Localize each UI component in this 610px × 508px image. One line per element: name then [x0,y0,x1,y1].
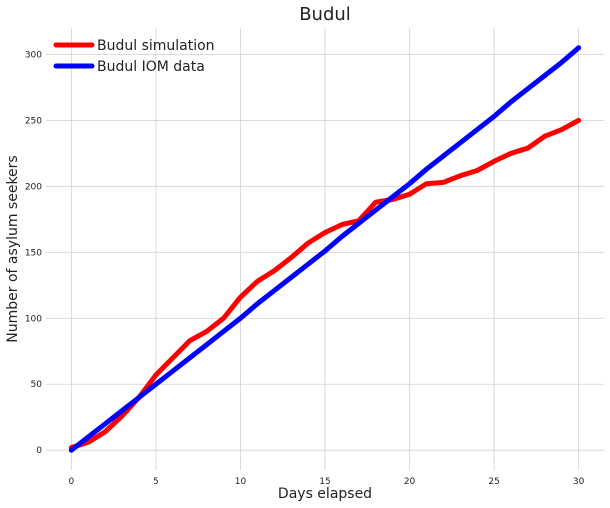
x-axis-ticks: 0 5 10 15 20 25 30 [68,477,584,487]
series-line-simulation [68,117,582,451]
y-tick-label: 50 [31,380,43,390]
legend: Budul simulation Budul IOM data [53,38,215,75]
y-tick-label: 0 [36,446,42,456]
x-tick-label: 10 [235,477,247,487]
legend-label-iom-data: Budul IOM data [97,59,205,75]
x-tick-label: 0 [68,477,74,487]
series-lines [68,45,582,453]
legend-label-simulation: Budul simulation [97,38,215,54]
y-axis-ticks: 0 50 100 150 200 250 300 [25,50,42,456]
y-tick-label: 100 [25,314,42,324]
x-tick-label: 25 [488,477,499,487]
y-tick-label: 250 [25,116,42,126]
series-line-iom-data [68,45,582,453]
y-tick-label: 300 [25,50,42,60]
chart-title: Budul [299,4,351,25]
y-axis-label: Number of asylum seekers [5,155,21,342]
y-tick-label: 200 [25,182,42,192]
x-tick-label: 30 [573,477,585,487]
x-axis-label: Days elapsed [278,486,372,502]
x-tick-label: 15 [319,477,330,487]
x-tick-label: 5 [153,477,159,487]
x-tick-label: 20 [404,477,416,487]
y-tick-label: 150 [25,248,42,258]
